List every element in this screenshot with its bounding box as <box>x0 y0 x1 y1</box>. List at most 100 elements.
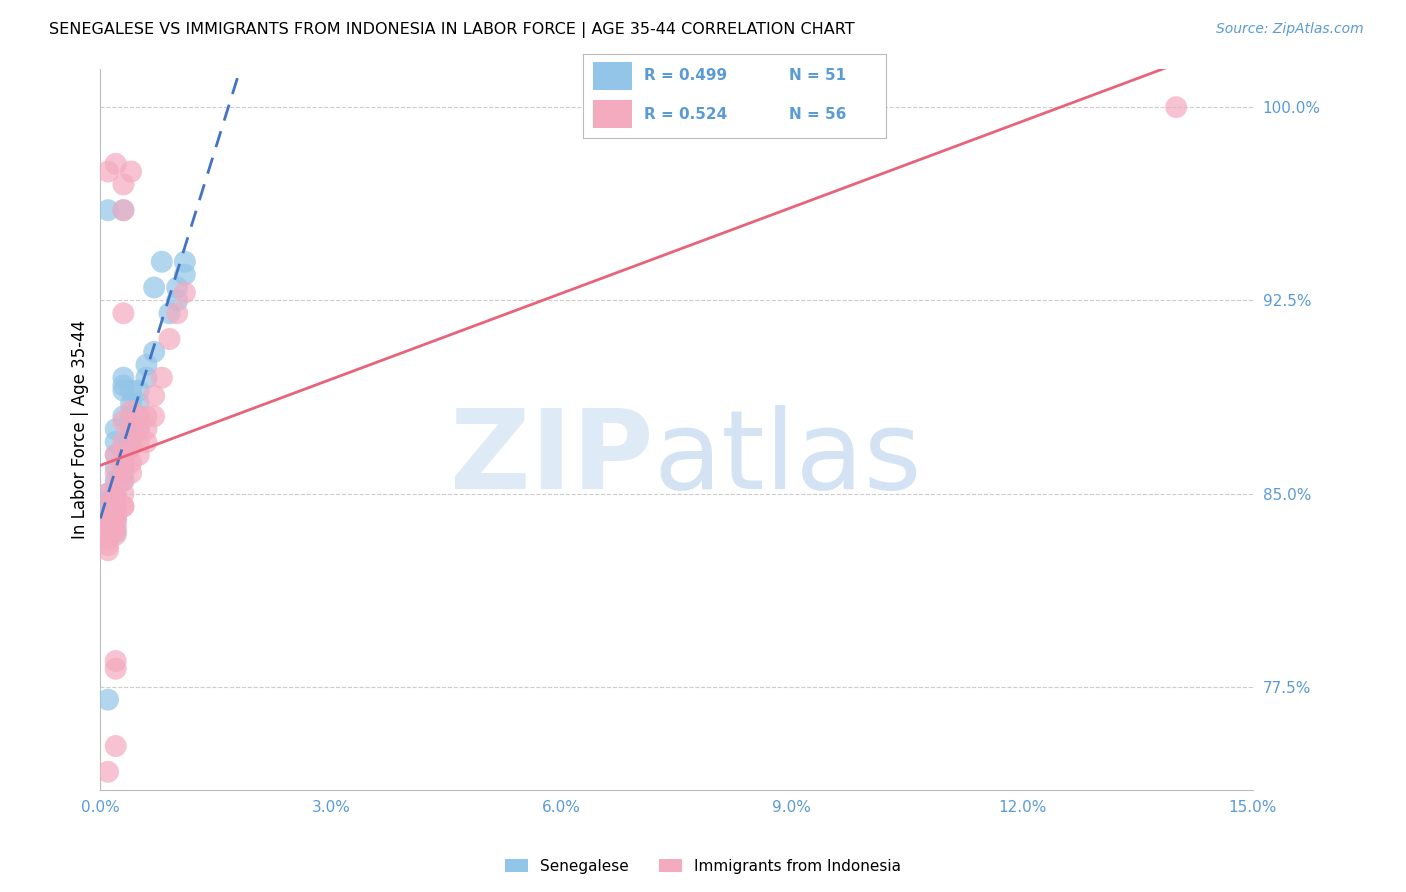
Point <box>173 285 195 300</box>
Point <box>97 486 120 500</box>
Point <box>135 358 157 372</box>
Point <box>120 404 142 418</box>
Point <box>112 409 135 424</box>
Point <box>104 739 127 753</box>
Point <box>112 370 135 384</box>
Text: R = 0.499: R = 0.499 <box>644 69 727 84</box>
Point <box>120 456 142 470</box>
Point <box>104 486 127 500</box>
Point <box>97 494 120 508</box>
Point <box>104 422 127 436</box>
Point <box>112 456 135 470</box>
Point <box>97 505 120 519</box>
Point <box>112 178 135 192</box>
Point <box>112 474 135 488</box>
Point <box>104 491 127 506</box>
Point <box>150 370 173 384</box>
Point <box>97 512 120 526</box>
Point <box>120 422 142 436</box>
Point <box>128 409 150 424</box>
Point <box>120 384 142 398</box>
Point <box>97 500 120 514</box>
Point <box>128 448 150 462</box>
Point <box>97 517 120 532</box>
Point <box>104 505 127 519</box>
Point <box>128 409 150 424</box>
Point <box>104 525 127 540</box>
Point <box>112 486 135 500</box>
Point <box>97 533 120 547</box>
Point <box>150 254 173 268</box>
FancyBboxPatch shape <box>592 62 631 90</box>
Point <box>104 500 127 514</box>
Point <box>97 164 120 178</box>
Point <box>104 460 127 475</box>
Point <box>112 500 135 514</box>
Point <box>135 370 157 384</box>
Point <box>97 486 120 500</box>
Point <box>128 384 150 398</box>
Point <box>104 157 127 171</box>
Point <box>104 517 127 532</box>
Point <box>120 430 142 444</box>
Point <box>166 306 188 320</box>
Point <box>112 500 135 514</box>
Point <box>112 448 135 462</box>
Point <box>128 422 150 436</box>
Point <box>97 543 120 558</box>
Point <box>104 512 127 526</box>
Point <box>104 479 127 493</box>
Y-axis label: In Labor Force | Age 35-44: In Labor Force | Age 35-44 <box>72 319 89 539</box>
Text: N = 56: N = 56 <box>789 107 846 121</box>
Point <box>166 293 188 308</box>
Point <box>120 396 142 410</box>
Point <box>104 474 127 488</box>
Point <box>166 280 188 294</box>
Point <box>112 435 135 450</box>
Point <box>120 435 142 450</box>
Text: Source: ZipAtlas.com: Source: ZipAtlas.com <box>1216 22 1364 37</box>
Point <box>104 523 127 537</box>
Point <box>143 409 166 424</box>
Point <box>1166 100 1188 114</box>
Point <box>104 435 127 450</box>
Point <box>112 306 135 320</box>
Point <box>104 448 127 462</box>
Point <box>104 448 127 462</box>
Point <box>143 389 166 403</box>
Point <box>97 523 120 537</box>
Point <box>104 466 127 480</box>
Point <box>112 384 135 398</box>
Point <box>112 474 135 488</box>
Point <box>97 692 120 706</box>
Point <box>97 538 120 552</box>
Point <box>112 460 135 475</box>
Text: SENEGALESE VS IMMIGRANTS FROM INDONESIA IN LABOR FORCE | AGE 35-44 CORRELATION C: SENEGALESE VS IMMIGRANTS FROM INDONESIA … <box>49 22 855 38</box>
Point <box>128 422 150 436</box>
Point <box>104 654 127 668</box>
Point <box>135 435 157 450</box>
Point <box>159 306 181 320</box>
Point <box>112 440 135 454</box>
Point <box>97 764 120 779</box>
Point <box>104 505 127 519</box>
Point <box>104 507 127 521</box>
Point <box>104 512 127 526</box>
Point <box>104 512 127 526</box>
Point <box>97 203 120 218</box>
FancyBboxPatch shape <box>592 100 631 128</box>
Point <box>112 466 135 480</box>
Point <box>120 466 142 480</box>
Point <box>104 662 127 676</box>
Point <box>120 164 142 178</box>
Point <box>173 268 195 282</box>
Point <box>135 409 157 424</box>
Text: atlas: atlas <box>654 405 922 511</box>
Point <box>120 440 142 454</box>
Point <box>112 203 135 218</box>
Point <box>104 528 127 542</box>
Point <box>112 378 135 392</box>
Text: N = 51: N = 51 <box>789 69 846 84</box>
Point <box>112 203 135 218</box>
Point <box>97 528 120 542</box>
